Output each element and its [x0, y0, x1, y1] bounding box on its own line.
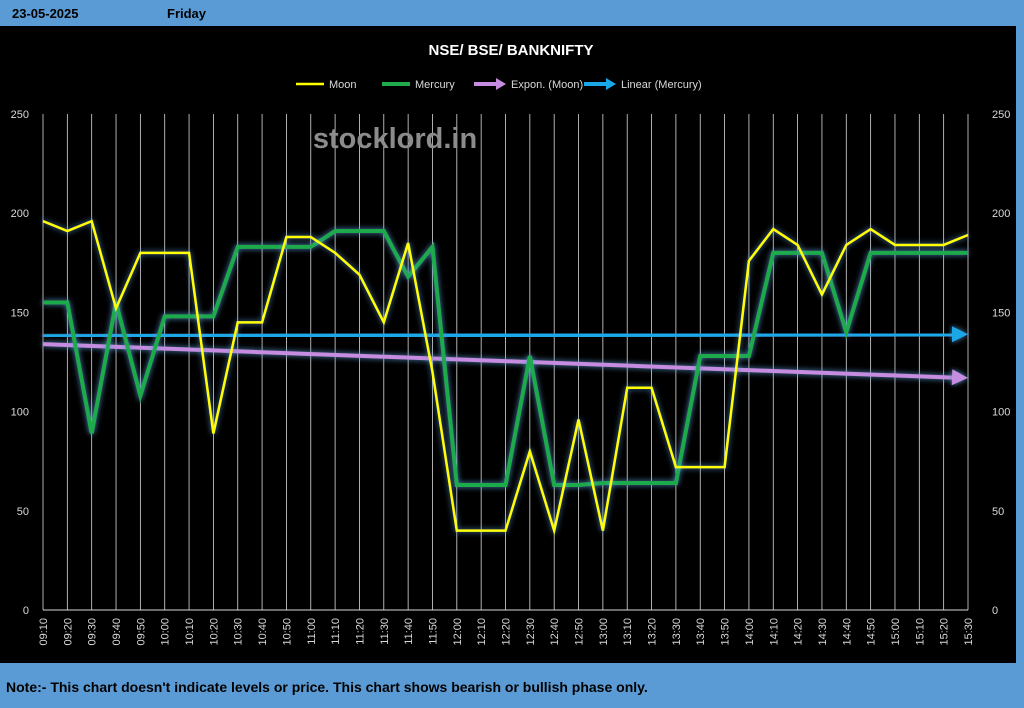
x-tick-label: 13:20 — [647, 618, 659, 646]
x-tick-label: 12:20 — [501, 618, 513, 646]
legend: Moon Mercury Expon. (Moon) Linear (Mercury) — [296, 78, 702, 91]
y-tick-label-right: 100 — [992, 407, 1010, 419]
x-tick-label: 09:30 — [87, 618, 99, 646]
moon-series-line — [42, 219, 969, 536]
x-tick-label: 14:00 — [744, 618, 756, 646]
legend-label: Moon — [329, 79, 357, 91]
footer-note: Note:- This chart doesn't indicate level… — [6, 679, 648, 695]
x-tick-label: 10:00 — [160, 618, 172, 646]
y-tick-label-right: 200 — [992, 208, 1010, 220]
x-tick-label: 14:10 — [768, 618, 780, 646]
y-tick-label-left: 50 — [17, 506, 29, 518]
x-tick-label: 15:20 — [939, 618, 951, 646]
x-tick-label: 12:10 — [476, 618, 488, 646]
legend-arrow-icon — [606, 78, 616, 90]
x-tick-label: 13:30 — [671, 618, 683, 646]
y-tick-label-right: 0 — [992, 605, 998, 617]
x-tick-label: 12:50 — [574, 618, 586, 646]
x-tick-label: 14:50 — [866, 618, 878, 646]
header-bar: 23-05-2025 Friday — [0, 0, 1024, 26]
x-tick-label: 13:00 — [598, 618, 610, 646]
x-tick-label: 15:10 — [914, 618, 926, 646]
x-tick-label: 09:10 — [38, 618, 50, 646]
x-tick-label: 09:50 — [135, 618, 147, 646]
x-tick-label: 14:40 — [841, 618, 853, 646]
x-tick-label: 12:40 — [549, 618, 561, 646]
x-tick-label: 11:00 — [306, 618, 318, 645]
x-tick-label: 11:20 — [354, 618, 366, 645]
x-tick-label: 14:20 — [793, 618, 805, 646]
x-tick-label: 10:50 — [281, 618, 293, 646]
trendline-arrowhead — [951, 326, 968, 343]
legend-label: Mercury — [415, 79, 455, 91]
x-tick-label: 13:10 — [622, 618, 634, 646]
y-tick-label-left: 250 — [11, 109, 29, 121]
footer-bar: Note:- This chart doesn't indicate level… — [0, 670, 1024, 708]
x-tick-label: 14:30 — [817, 618, 829, 646]
trendline — [42, 332, 961, 339]
y-tick-label-left: 150 — [11, 307, 29, 319]
x-tick-label: 13:40 — [695, 618, 707, 646]
line-chart: NSE/ BSE/ BANKNIFTY Moon Mercury Expon. (M… — [11, 42, 1011, 646]
series — [42, 219, 969, 536]
chart-area: NSE/ BSE/ BANKNIFTY Moon Mercury Expon. (M… — [0, 26, 1016, 663]
trendline-arrowhead — [951, 369, 968, 386]
axes: 0 0 50 50 100 100 150 150 200 200 250 250 09:10 09:20… — [11, 109, 1011, 646]
x-tick-label: 15:30 — [963, 618, 975, 646]
chart-title: NSE/ BSE/ BANKNIFTY — [428, 42, 593, 59]
date-label: 23-05-2025 — [12, 6, 79, 21]
x-tick-label: 15:00 — [890, 618, 902, 646]
x-tick-label: 13:50 — [720, 618, 732, 646]
x-tick-label: 11:50 — [427, 618, 439, 645]
y-tick-label-left: 200 — [11, 208, 29, 220]
x-tick-label: 09:20 — [62, 618, 74, 646]
x-tick-label: 09:40 — [111, 618, 123, 646]
watermark: stocklord.in — [313, 123, 477, 155]
x-tick-label: 10:10 — [184, 618, 196, 646]
legend-label: Linear (Mercury) — [621, 79, 702, 91]
x-tick-label: 10:20 — [208, 618, 220, 646]
x-tick-label: 12:30 — [525, 618, 537, 646]
day-label: Friday — [167, 6, 207, 21]
x-tick-label: 10:40 — [257, 618, 269, 646]
y-tick-label-right: 250 — [992, 109, 1010, 121]
y-tick-label-left: 100 — [11, 407, 29, 419]
y-tick-label-left: 0 — [23, 605, 29, 617]
gridlines — [42, 114, 969, 610]
x-tick-label: 10:30 — [233, 618, 245, 646]
legend-label: Expon. (Moon) — [511, 79, 583, 91]
y-tick-label-right: 150 — [992, 307, 1010, 319]
y-tick-label-right: 50 — [992, 506, 1004, 518]
x-tick-label: 12:00 — [452, 618, 464, 646]
x-tick-label: 11:40 — [403, 618, 415, 645]
x-tick-label: 11:10 — [330, 618, 342, 645]
legend-arrow-icon — [496, 78, 506, 90]
trendline — [42, 342, 961, 380]
x-tick-label: 11:30 — [379, 618, 391, 645]
